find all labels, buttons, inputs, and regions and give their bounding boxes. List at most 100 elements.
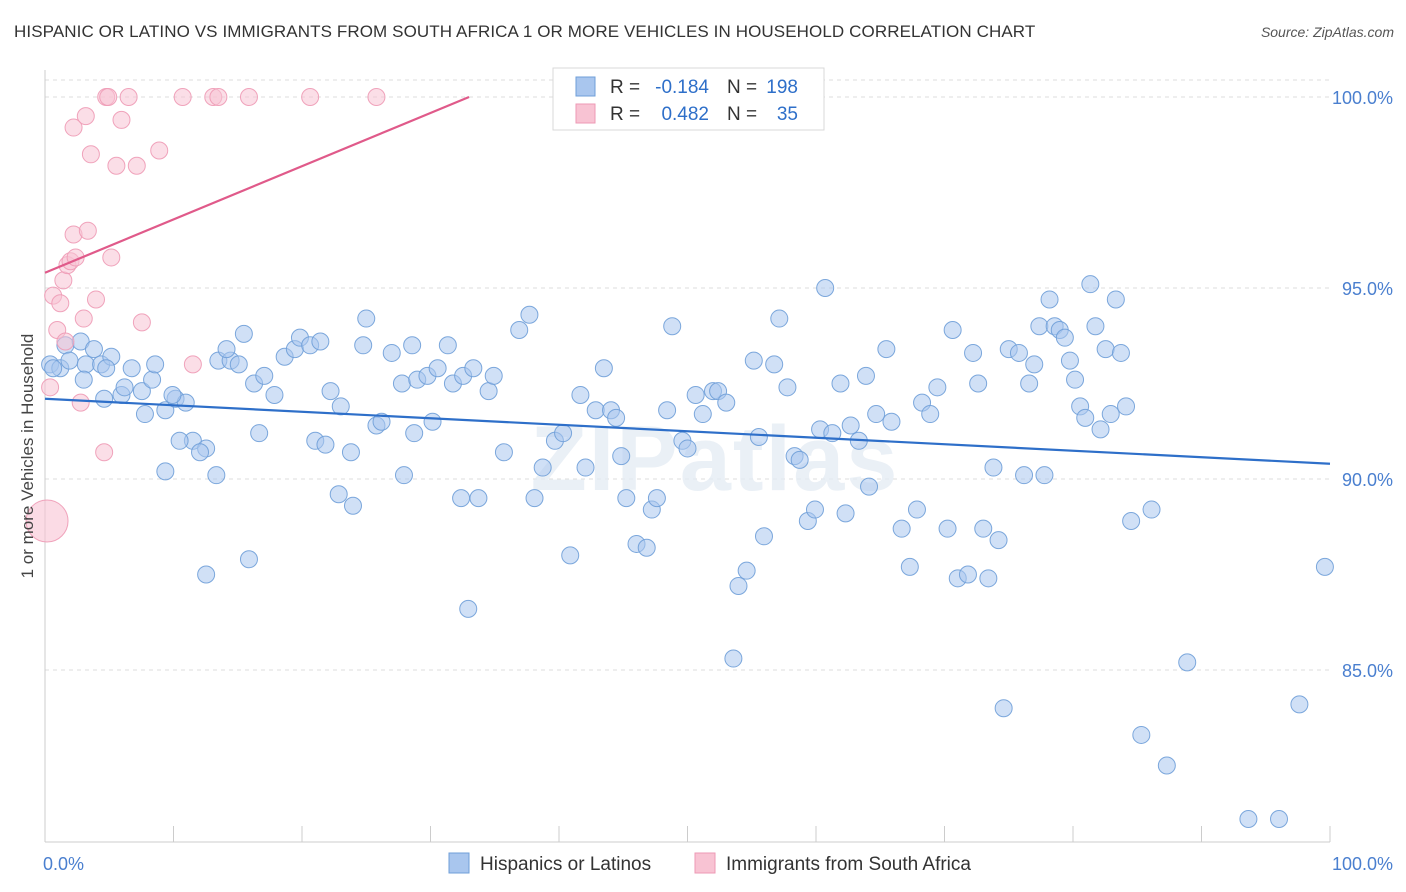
hispanics-point (754, 527, 773, 546)
stats-r-value-1: 0.482 (661, 104, 709, 125)
hispanics-point (115, 378, 134, 397)
hispanics-point (191, 443, 210, 462)
hispanics-point (1178, 653, 1197, 672)
hispanics-point (1096, 340, 1115, 359)
hispanics-point (647, 489, 666, 508)
hispanics-point (44, 359, 63, 378)
hispanics-point (331, 397, 350, 416)
hispanics-point (1142, 500, 1161, 519)
hispanics-point (1081, 275, 1100, 294)
hispanics-point (135, 405, 154, 424)
hispanics-point (1111, 343, 1130, 362)
hispanics-point (1060, 351, 1079, 370)
axes (44, 70, 1331, 843)
hispanics-point (658, 401, 677, 420)
stats-r-value-0: -0.184 (655, 77, 709, 98)
hispanics-point (938, 519, 957, 538)
legend-swatch-hispanics (448, 852, 470, 874)
hispanics-point (1239, 809, 1258, 828)
hispanics-point (438, 336, 457, 355)
south-africa-point (25, 499, 69, 543)
south-africa-point (112, 110, 131, 129)
hispanics-point (989, 531, 1008, 550)
hispanics-point (234, 324, 253, 343)
y-tick-label-1: 95.0% (1342, 279, 1393, 299)
hispanics-point (1020, 374, 1039, 393)
south-africa-point (119, 88, 138, 106)
hispanics-point (525, 489, 544, 508)
bottom-legend: Hispanics or Latinos Immigrants from Sout… (448, 852, 971, 875)
hispanics-point (76, 355, 95, 374)
y-tick-label-3: 85.0% (1342, 661, 1393, 681)
hispanics-point (122, 359, 141, 378)
hispanics-point (316, 435, 335, 454)
hispanics-point (1076, 408, 1095, 427)
x-tick-labels: 0.0% 100.0% (43, 854, 1393, 874)
hispanics-point (831, 374, 850, 393)
hispanics-point (765, 355, 784, 374)
hispanics-point (686, 385, 705, 404)
hispanics-point (469, 489, 488, 508)
hispanics-point (170, 431, 189, 450)
south-africa-trend-line (44, 95, 470, 274)
hispanics-point (1030, 317, 1049, 336)
hispanics-point (617, 489, 636, 508)
hispanics-point (1117, 397, 1136, 416)
hispanics-point (255, 366, 274, 385)
south-africa-point (41, 378, 60, 397)
hispanics-point (428, 359, 447, 378)
south-africa-point (107, 156, 126, 175)
legend-label-hispanics: Hispanics or Latinos (480, 854, 651, 875)
south-africa-point (51, 294, 70, 313)
stats-n-value-0: 198 (766, 77, 798, 98)
south-africa-point (76, 107, 95, 126)
hispanics-point (1315, 557, 1334, 576)
hispanics-trend-line (44, 397, 1331, 465)
stats-r-label-1: R = (610, 104, 640, 125)
y-axis-label: 1 or more Vehicles in Household (18, 334, 37, 579)
series-hispanics-points (41, 275, 1334, 828)
hispanics-point (1066, 370, 1085, 389)
hispanics-point (744, 351, 763, 370)
hispanics-point (163, 385, 182, 404)
south-africa-point (239, 88, 258, 106)
hispanics-point (207, 466, 226, 485)
hispanics-point (74, 370, 93, 389)
hispanics-point (749, 427, 768, 446)
south-africa-point (99, 88, 118, 106)
y-tick-label-2: 90.0% (1342, 470, 1393, 490)
hispanics-point (343, 496, 362, 515)
watermark: ZIPatlas (531, 408, 900, 510)
hispanics-point (958, 565, 977, 584)
hispanics-point (464, 359, 483, 378)
trend-lines (44, 95, 1331, 465)
hispanics-point (594, 359, 613, 378)
hispanics-point (1290, 695, 1309, 714)
stats-legend-box: R = -0.184 N = 198 R = 0.482 N = 35 (552, 67, 825, 131)
stats-n-label-0: N = (727, 77, 757, 98)
hispanics-point (382, 343, 401, 362)
hispanics-point (459, 599, 478, 618)
hispanics-point (520, 305, 539, 324)
hispanics-point (479, 382, 498, 401)
hispanics-point (612, 447, 631, 466)
hispanics-point (770, 309, 789, 328)
hispanics-point (403, 336, 422, 355)
grid-lines (45, 79, 1330, 671)
hispanics-point (964, 343, 983, 362)
hispanics-point (737, 561, 756, 580)
hispanics-point (877, 340, 896, 359)
stats-n-value-1: 35 (777, 104, 798, 125)
hispanics-point (321, 382, 340, 401)
hispanics-point (84, 340, 103, 359)
hispanics-point (239, 550, 258, 569)
hispanics-point (729, 576, 748, 595)
stats-swatch-0 (575, 76, 596, 97)
stats-r-label-0: R = (610, 77, 640, 98)
hispanics-point (1132, 725, 1151, 744)
hispanics-point (790, 450, 809, 469)
hispanics-point (97, 359, 116, 378)
hispanics-point (841, 416, 860, 435)
